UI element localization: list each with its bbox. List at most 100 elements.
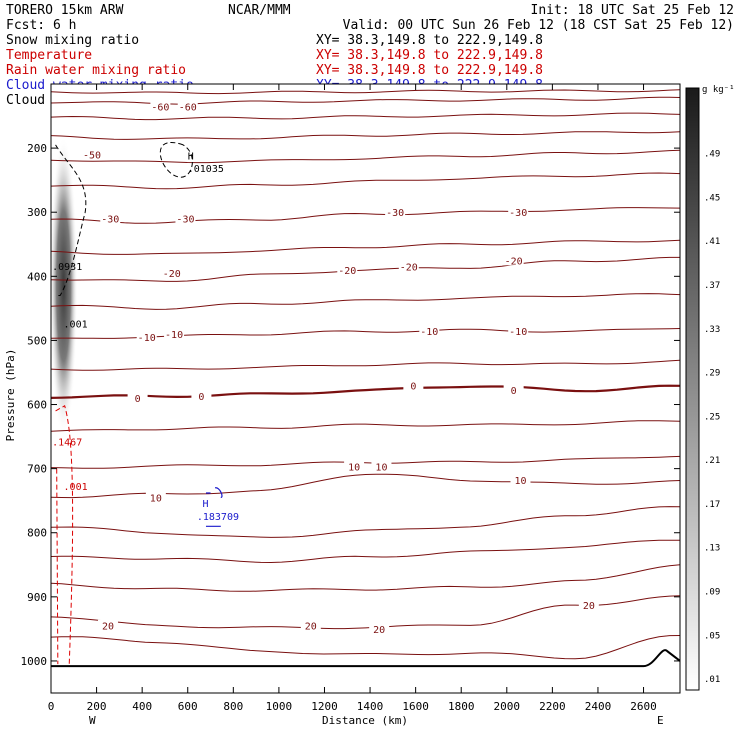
field-xy: XY= 38.3,149.8 to 222.9,149.8: [316, 63, 543, 78]
temperature-contour-label: 10: [150, 493, 162, 504]
snow-max-marker: H: [188, 152, 194, 163]
temperature-contour: [51, 89, 680, 95]
contour-label-bg: [403, 379, 424, 391]
contour-label-bg: [150, 100, 171, 112]
x-tick-label: 400: [132, 700, 152, 713]
temperature-contour-label: -30: [386, 208, 404, 219]
temperature-contour-label: -60: [151, 102, 169, 113]
x-tick-label: 2600: [630, 700, 657, 713]
x-axis: 0 200 400 600 800 1000 1200 1400 1600 1800 2000 220…: [48, 84, 657, 713]
colorbar-tick-label: .13: [704, 544, 720, 554]
x-tick-label: 2200: [539, 700, 566, 713]
rain-max-value: .1467: [52, 438, 82, 449]
temperature-contour: [51, 131, 680, 140]
temperature-contour-label: 0: [410, 381, 416, 392]
colorbar-tick-label: .05: [704, 631, 720, 641]
field-xy: XY= 38.3,149.8 to 222.9,149.8: [316, 48, 543, 63]
temperature-contour: [51, 420, 680, 432]
temperature-contour-label: -20: [505, 256, 523, 267]
temperature-contour-label: -30: [176, 215, 194, 226]
cloud-water-max-value: .183709: [197, 512, 239, 523]
temperature-contour: [51, 635, 680, 660]
x-axis-label: Distance (km): [322, 714, 408, 727]
colorbar-tick-label: .09: [704, 587, 720, 597]
plot-frame: [50, 83, 681, 694]
y-tick-label: 1000: [21, 655, 48, 668]
colorbar-ramp: [685, 87, 700, 691]
rain-contour-label: .001: [64, 482, 88, 493]
snow-shading: [51, 135, 78, 436]
ice-contour-label: .0931: [52, 262, 82, 273]
contour-label-bg: [164, 328, 185, 340]
contour-label-bg: [145, 491, 166, 503]
temperature-contour-label: -60: [179, 102, 197, 113]
contour-label-bg: [100, 212, 121, 224]
contour-label-bg: [371, 460, 392, 472]
colorbar-tick-label: .01: [704, 675, 720, 685]
colorbar-tick-label: .33: [704, 325, 720, 335]
temperature-contour-label: 0: [511, 386, 517, 397]
x-tick-label: 2400: [585, 700, 612, 713]
temperature-contour-label: 10: [348, 463, 360, 474]
y-tick-label: 300: [27, 206, 47, 219]
colorbar-unit: g kg⁻¹: [702, 85, 735, 95]
temperature-contour: [51, 207, 680, 224]
y-axis-label: Pressure (hPa): [4, 349, 17, 442]
field-name: Temperature: [6, 48, 92, 63]
temperature-contour-label: 20: [102, 622, 114, 633]
temperature-contour-label: -30: [101, 215, 119, 226]
contour-label-bg: [177, 100, 198, 112]
temperature-contour: [51, 112, 680, 121]
temperature-contour-label: 20: [583, 601, 595, 612]
temperature-contour-label: -20: [338, 266, 356, 277]
forecast-hour: Fcst: 6 h: [6, 18, 76, 33]
temperature-contour-label: 20: [305, 622, 317, 633]
contour-label-bg: [300, 619, 321, 631]
temperature-contour: [51, 149, 680, 164]
x-end-left-label: W: [89, 714, 96, 727]
plot-area: -60 -60-50-30 -30-30 -30-20 -20 -20-20-10 -10-…: [50, 83, 681, 694]
colorbar-tick-label: .21: [704, 456, 720, 466]
temperature-contour-label: -10: [165, 330, 183, 341]
contour-label-bg: [578, 599, 599, 611]
x-tick-label: 200: [87, 700, 107, 713]
contour-label-bg: [510, 474, 531, 486]
colorbar-tick-label: .29: [704, 369, 720, 379]
colorbar-tick-label: .45: [704, 193, 720, 203]
contour-label-bg: [161, 267, 182, 279]
contour-label-bg: [344, 460, 365, 472]
temperature-contour-label: -10: [138, 333, 156, 344]
contour-label-bg: [127, 392, 148, 404]
x-tick-label: 1600: [402, 700, 429, 713]
y-tick-label: 400: [27, 270, 47, 283]
contour-label-bg: [508, 324, 529, 336]
temperature-contour-label: -10: [420, 327, 438, 338]
temperature-contour: [51, 293, 680, 310]
contour-label-bg: [191, 390, 212, 402]
plot-content: -60 -60-50-30 -30-30 -30-20 -20 -20-20-10 -10-…: [51, 89, 680, 668]
temperature-contour-label: 0: [198, 392, 204, 403]
x-tick-label: 1200: [311, 700, 338, 713]
colorbar-tick-label: .41: [704, 237, 720, 247]
contour-label-bg: [369, 622, 390, 634]
contour-label-bg: [398, 260, 419, 272]
temperature-contour: [51, 256, 680, 282]
cloud-water-contour: [205, 487, 223, 527]
temperature-contour: [51, 595, 680, 630]
field-name: Rain water mixing ratio: [6, 63, 186, 78]
temperature-contour: [51, 239, 680, 255]
temperature-contour-label: 20: [373, 625, 385, 636]
y-tick-label: 800: [27, 527, 47, 540]
contour-label-bg: [97, 619, 118, 631]
y-tick-label: 900: [27, 591, 47, 604]
colorbar-tick-label: .49: [704, 150, 720, 160]
rain-contour: [55, 405, 74, 665]
contour-label-bg: [385, 206, 406, 218]
init-time: Init: 18 UTC Sat 25 Feb 12: [531, 3, 735, 18]
contour-label-bg: [508, 206, 529, 218]
ice-contour: [55, 144, 87, 297]
temperature-contour-label: -20: [400, 263, 418, 274]
field-name: Snow mixing ratio: [6, 33, 139, 48]
